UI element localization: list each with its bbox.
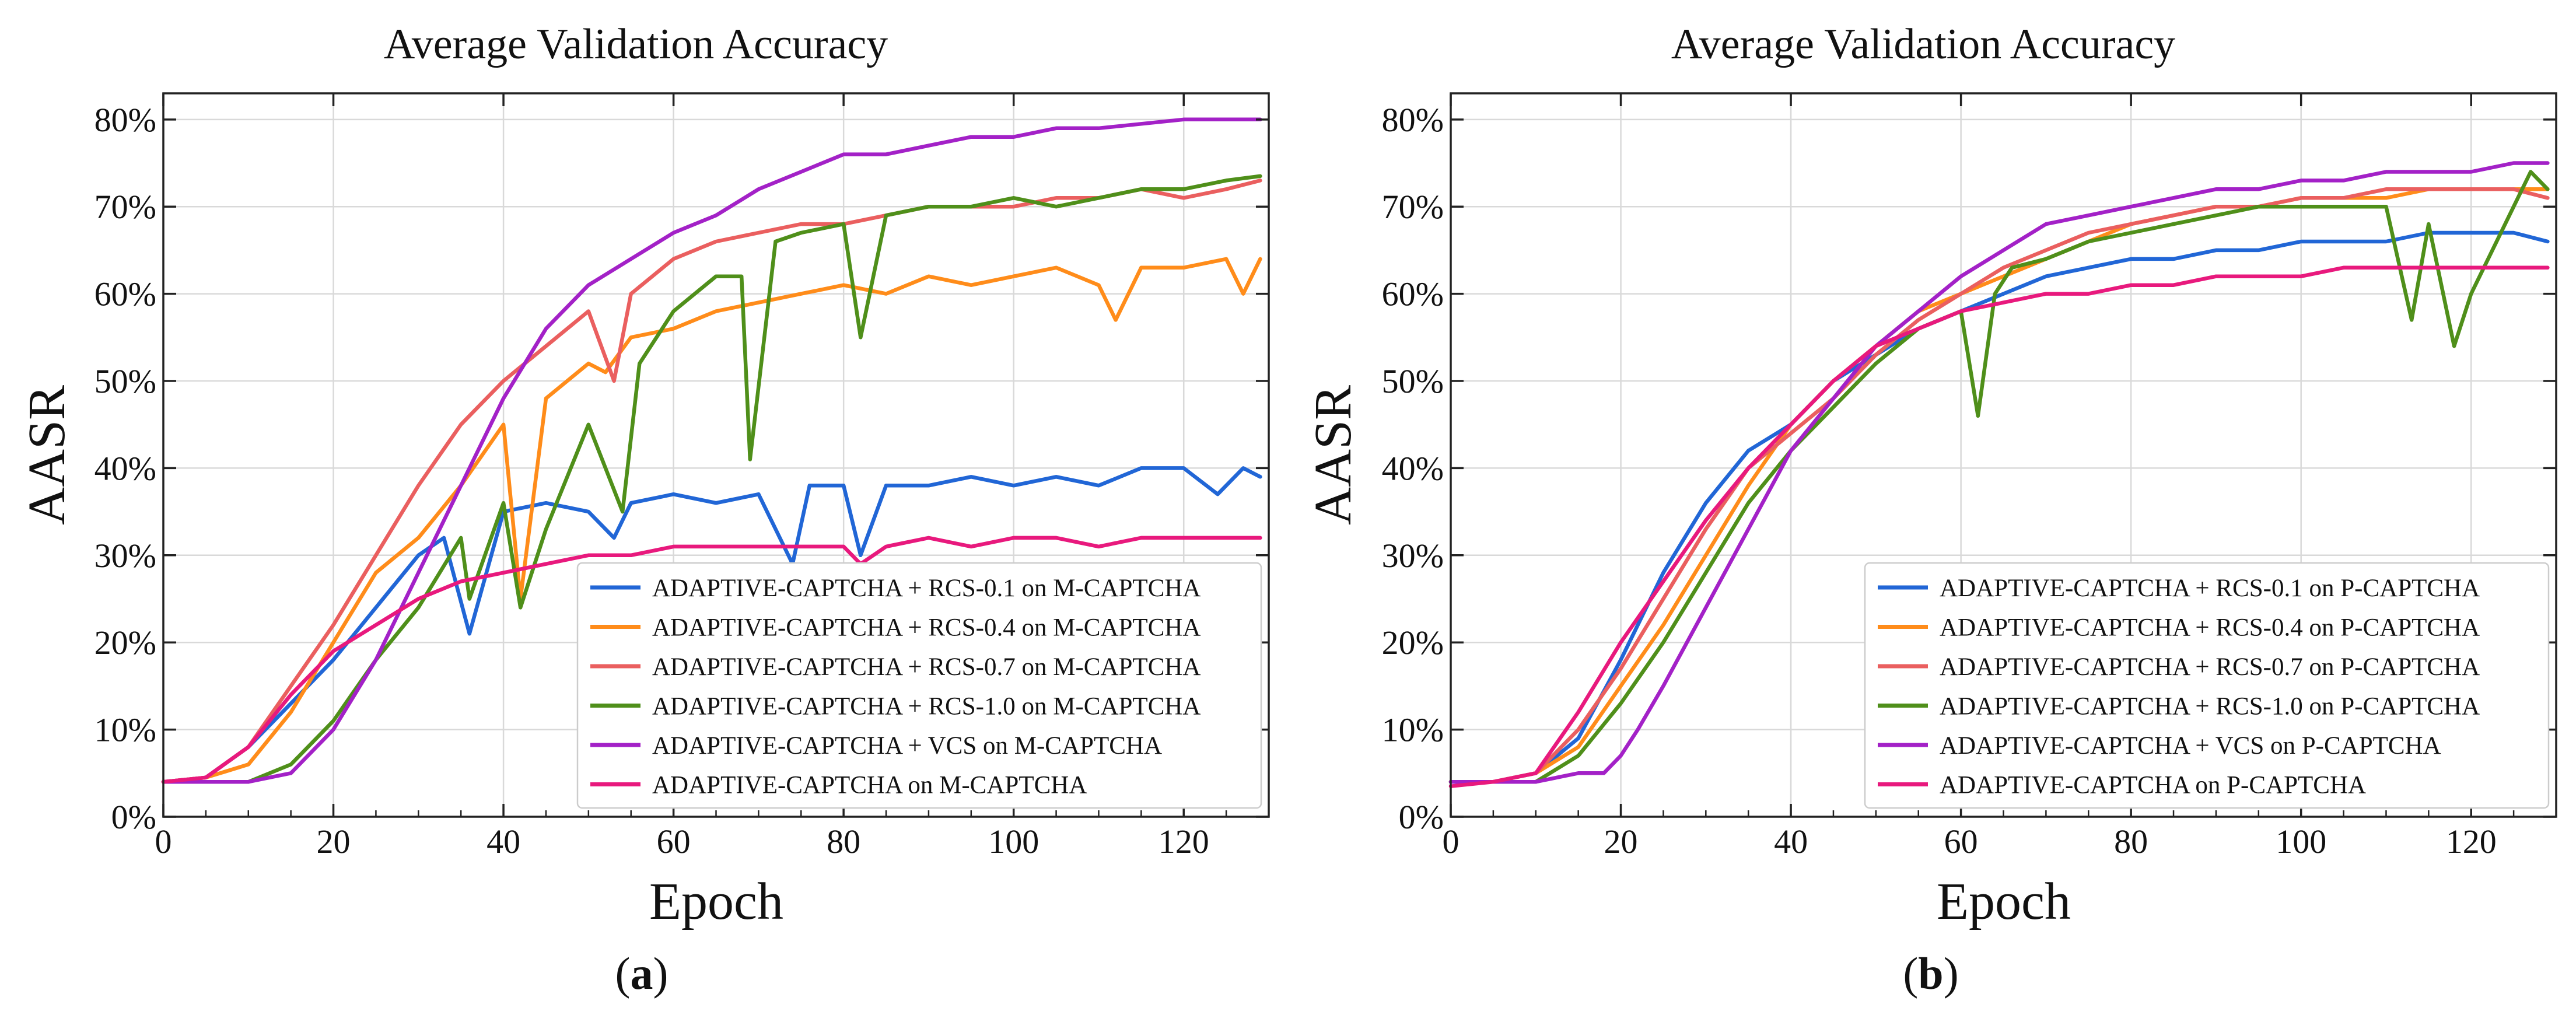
x-tick-label: 0 <box>155 823 172 860</box>
legend-label: ADAPTIVE-CAPTCHA + RCS-0.4 on M-CAPTCHA <box>652 614 1200 642</box>
y-tick-label: 80% <box>94 101 156 139</box>
y-tick-label: 70% <box>94 188 156 226</box>
panel-a: Average Validation Accuracy 0 20 40 60 80 100… <box>18 20 1270 999</box>
series-line <box>1448 230 2550 784</box>
legend-label: ADAPTIVE-CAPTCHA + VCS on M-CAPTCHA <box>652 732 1162 760</box>
y-tick-label: 50% <box>94 362 156 400</box>
legend-box <box>576 562 1262 809</box>
x-tick-label: 40 <box>487 823 520 860</box>
x-tick-label: 20 <box>1604 823 1638 860</box>
x-tick-label: 120 <box>1158 823 1209 860</box>
x-tick-label: 120 <box>2446 823 2497 860</box>
legend-label: ADAPTIVE-CAPTCHA + RCS-1.0 on M-CAPTCHA <box>652 693 1200 720</box>
series-line <box>161 117 1262 784</box>
series-line <box>161 257 1262 784</box>
x-tick-label: 100 <box>988 823 1039 860</box>
x-tick-label: 60 <box>657 823 691 860</box>
y-tick-label: 20% <box>1382 624 1444 662</box>
x-tick-label: 0 <box>1443 823 1460 860</box>
y-axis-label: AASR <box>1304 385 1362 525</box>
legend-label: ADAPTIVE-CAPTCHA on P-CAPTCHA <box>1940 772 2366 799</box>
y-tick-label: 40% <box>1382 449 1444 487</box>
chart-title: Average Validation Accuracy <box>1671 20 2175 68</box>
caption-letter: a <box>631 948 653 999</box>
y-tick-label: 70% <box>1382 188 1444 226</box>
legend-label: ADAPTIVE-CAPTCHA + VCS on P-CAPTCHA <box>1940 732 2441 760</box>
y-tick-label: 10% <box>1382 711 1444 749</box>
y-tick-label: 0% <box>111 798 156 836</box>
series-line <box>1448 161 2550 784</box>
x-axis-label: Epoch <box>649 873 783 930</box>
x-tick-label: 60 <box>1944 823 1978 860</box>
y-tick-label: 0% <box>1399 798 1444 836</box>
legend-label: ADAPTIVE-CAPTCHA + RCS-0.7 on P-CAPTCHA <box>1940 653 2480 681</box>
y-tick-label: 40% <box>94 449 156 487</box>
y-tick-label: 60% <box>1382 275 1444 313</box>
series-line <box>161 536 1262 784</box>
series-line <box>1448 265 2550 788</box>
caption: (b) <box>1903 948 1958 999</box>
legend-label: ADAPTIVE-CAPTCHA + RCS-0.4 on P-CAPTCHA <box>1940 614 2480 642</box>
legend-label: ADAPTIVE-CAPTCHA on M-CAPTCHA <box>652 772 1087 799</box>
legend-label: ADAPTIVE-CAPTCHA + RCS-0.1 on M-CAPTCHA <box>652 575 1200 602</box>
series-line <box>1448 187 2550 784</box>
series-line <box>1448 187 2550 784</box>
series-line <box>1448 170 2550 784</box>
x-tick-label: 100 <box>2276 823 2326 860</box>
legend-box <box>1864 562 2550 809</box>
x-tick-label: 80 <box>2114 823 2148 860</box>
x-tick-label: 40 <box>1774 823 1808 860</box>
y-tick-label: 50% <box>1382 362 1444 400</box>
y-tick-label: 60% <box>94 275 156 313</box>
y-axis-label: AASR <box>18 385 76 525</box>
y-tick-label: 10% <box>94 711 156 749</box>
y-tick-label: 30% <box>94 537 156 575</box>
caption-letter: b <box>1918 948 1943 999</box>
y-tick-label: 20% <box>94 624 156 662</box>
legend-label: ADAPTIVE-CAPTCHA + RCS-1.0 on P-CAPTCHA <box>1940 693 2480 720</box>
y-tick-label: 30% <box>1382 537 1444 575</box>
x-axis-label: Epoch <box>1937 873 2071 930</box>
legend-label: ADAPTIVE-CAPTCHA + RCS-0.7 on M-CAPTCHA <box>652 653 1200 681</box>
chart-title: Average Validation Accuracy <box>384 20 888 68</box>
legend-label: ADAPTIVE-CAPTCHA + RCS-0.1 on P-CAPTCHA <box>1940 575 2480 602</box>
series-line <box>161 466 1262 784</box>
series-line <box>161 179 1262 784</box>
panel-b: Average Validation Accuracy 0 20 40 60 80 100… <box>1304 20 2557 999</box>
y-tick-label: 80% <box>1382 101 1444 139</box>
x-tick-label: 80 <box>827 823 860 860</box>
x-tick-label: 20 <box>317 823 351 860</box>
caption: (a) <box>615 948 668 999</box>
series-line <box>161 174 1262 784</box>
